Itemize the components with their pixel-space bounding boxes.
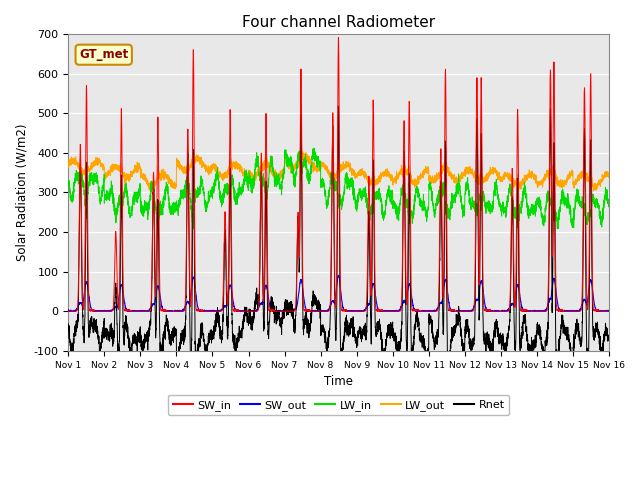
- Text: GT_met: GT_met: [79, 48, 129, 61]
- X-axis label: Time: Time: [324, 375, 353, 388]
- Title: Four channel Radiometer: Four channel Radiometer: [242, 15, 435, 30]
- Legend: SW_in, SW_out, LW_in, LW_out, Rnet: SW_in, SW_out, LW_in, LW_out, Rnet: [168, 395, 509, 415]
- Y-axis label: Solar Radiation (W/m2): Solar Radiation (W/m2): [15, 124, 28, 261]
